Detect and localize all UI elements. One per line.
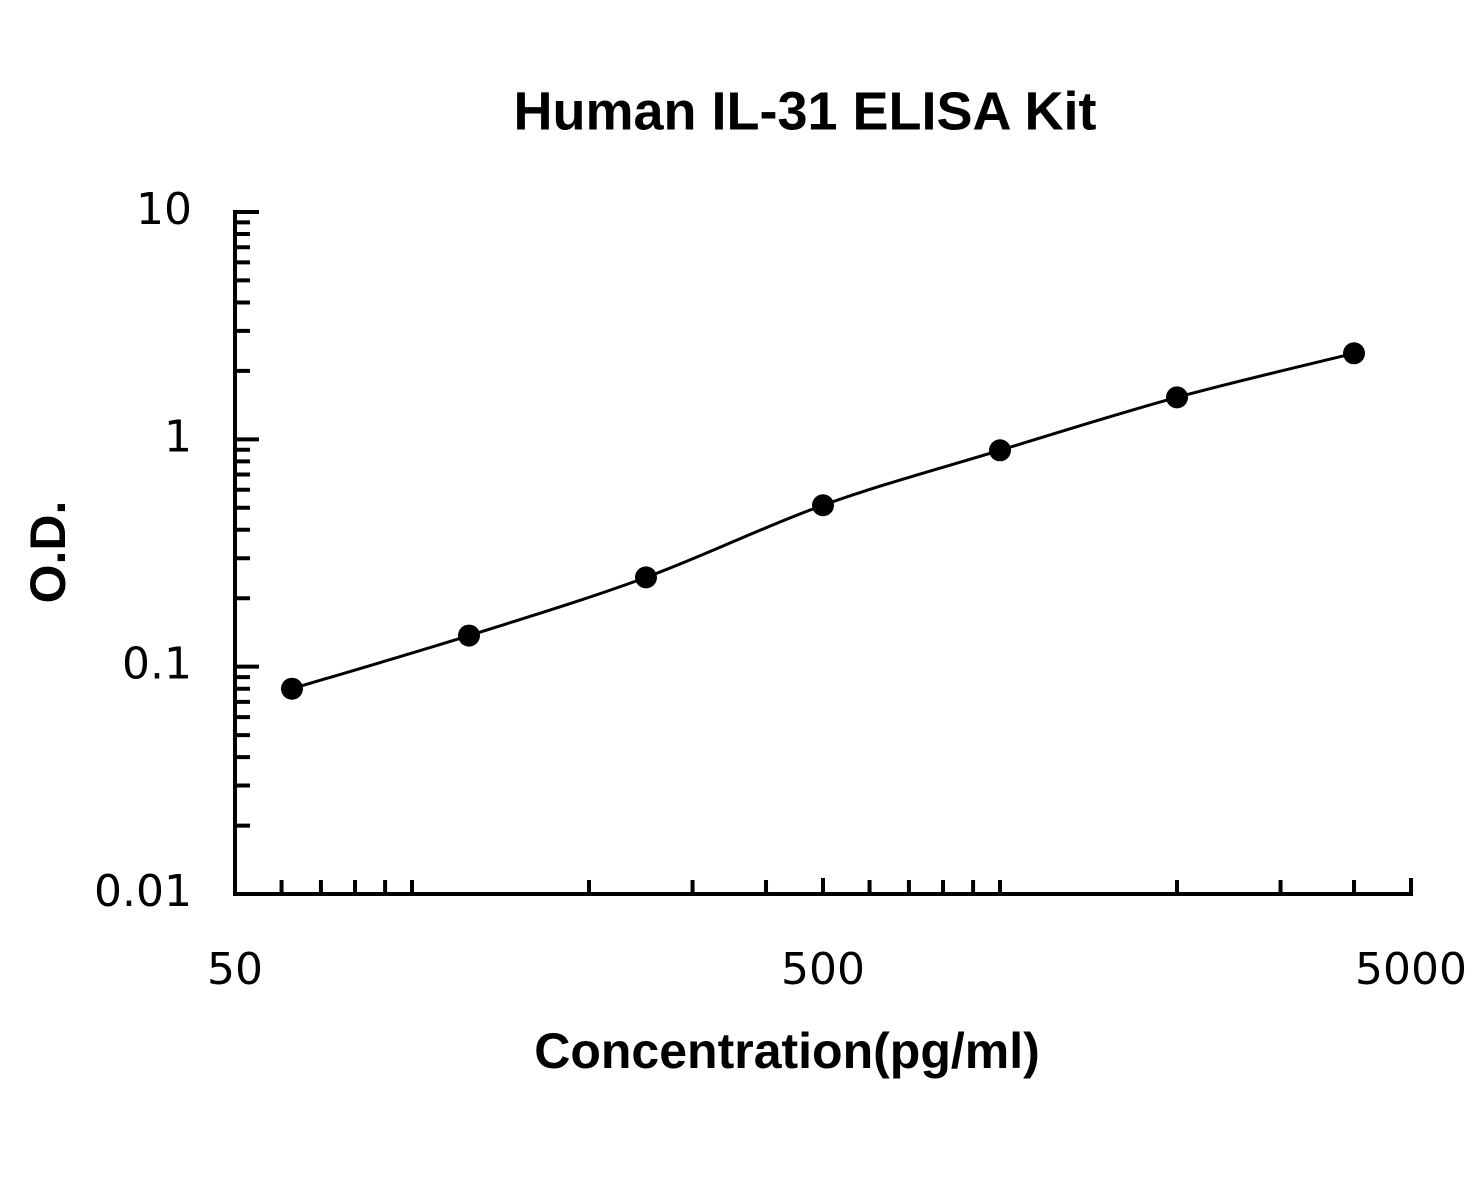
data-point [812, 494, 834, 517]
data-point [280, 677, 303, 700]
y-tick-label: 0.01 [94, 866, 192, 917]
data-point [1166, 386, 1189, 409]
data-point [634, 566, 657, 589]
x-tick-label: 50 [207, 944, 263, 995]
y-tick-label: 10 [136, 184, 192, 235]
chart-title: Human IL-31 ELISA Kit [513, 81, 1096, 141]
y-tick-label: 0.1 [122, 639, 192, 690]
x-tick-label: 5000 [1355, 944, 1467, 995]
y-tick-label: 1 [164, 411, 192, 462]
data-point [457, 624, 480, 647]
data-point [1343, 342, 1366, 365]
fit-curve [291, 351, 1355, 691]
y-axis-label: O.D. [20, 501, 76, 604]
x-axis-label: Concentration(pg/ml) [534, 1023, 1040, 1079]
x-tick-label: 500 [781, 944, 865, 995]
data-point [989, 439, 1012, 462]
